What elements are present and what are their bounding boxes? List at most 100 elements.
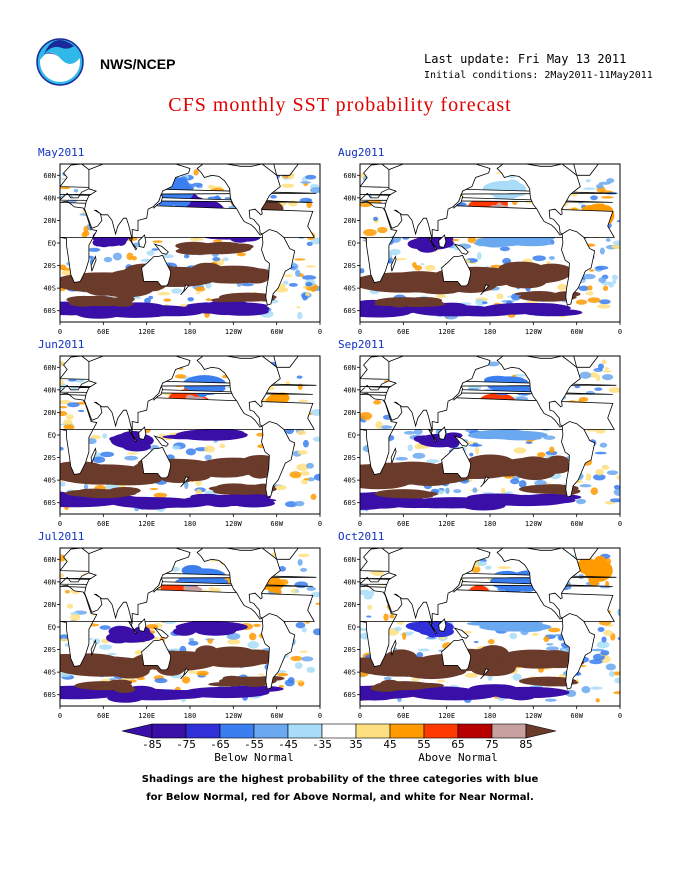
anomaly-speck xyxy=(133,296,142,300)
anomaly-speck xyxy=(414,444,422,450)
anomaly-region xyxy=(466,621,518,627)
anomaly-region xyxy=(360,501,389,510)
anomaly-speck xyxy=(258,673,265,676)
anomaly-speck xyxy=(545,450,558,456)
lat-tick-label: 20N xyxy=(343,601,356,609)
anomaly-speck xyxy=(195,292,201,295)
anomaly-region xyxy=(97,239,111,248)
sst-map: 60N 40N 20N EQ 20S 40S 60S 0 60E 120E 180 120W 60W 0 xyxy=(343,355,622,528)
anomaly-speck xyxy=(598,299,611,305)
lon-tick-label: 120W xyxy=(225,328,243,336)
land-outline xyxy=(441,446,471,479)
lon-tick-label: 0 xyxy=(358,328,362,336)
anomaly-speck xyxy=(191,182,203,187)
anomaly-speck xyxy=(161,254,175,259)
above-normal-label: Above Normal xyxy=(418,751,497,764)
anomaly-speck xyxy=(616,220,620,223)
anomaly-speck xyxy=(300,567,308,572)
land-outline xyxy=(453,577,464,593)
anomaly-speck xyxy=(315,602,320,605)
anomaly-speck xyxy=(60,573,65,578)
lon-tick-label: 60W xyxy=(270,328,283,336)
anomaly-speck xyxy=(375,421,383,429)
anomaly-speck xyxy=(112,252,123,261)
anomaly-speck xyxy=(60,379,64,386)
lon-tick-label: 120E xyxy=(438,712,455,720)
anomaly-speck xyxy=(510,478,520,485)
land-outline xyxy=(84,164,191,240)
anomaly-speck xyxy=(373,400,382,405)
anomaly-speck xyxy=(83,230,90,236)
lat-tick-label: 60N xyxy=(43,364,56,372)
anomaly-speck xyxy=(596,304,611,309)
lat-tick-label: 20S xyxy=(343,262,356,270)
lat-tick-label: 20N xyxy=(343,409,356,417)
land-outline xyxy=(138,426,147,440)
anomaly-speck xyxy=(168,432,177,436)
lat-tick-label: 60S xyxy=(43,691,56,699)
anomaly-speck xyxy=(525,300,538,304)
anomaly-speck xyxy=(126,252,134,261)
anomaly-speck xyxy=(426,459,440,464)
panel-month-label: Sep2011 xyxy=(338,338,385,351)
anomaly-region xyxy=(511,240,553,247)
anomaly-speck xyxy=(575,498,587,505)
anomaly-speck xyxy=(60,672,72,678)
land-outline xyxy=(480,476,490,488)
anomaly-speck xyxy=(288,282,298,287)
anomaly-speck xyxy=(154,678,168,684)
lon-tick-label: 120E xyxy=(138,712,155,720)
anomaly-speck xyxy=(194,286,206,292)
anomaly-speck xyxy=(445,487,450,494)
colorbar-swatch xyxy=(423,723,459,739)
anomaly-speck xyxy=(437,679,446,683)
anomaly-speck xyxy=(207,638,213,644)
anomaly-speck xyxy=(278,684,284,688)
anomaly-speck xyxy=(299,650,308,653)
anomaly-region xyxy=(506,265,552,279)
lon-tick-label: 0 xyxy=(58,712,62,720)
panel-month-label: Jul2011 xyxy=(38,530,85,543)
anomaly-speck xyxy=(597,627,605,632)
anomaly-region xyxy=(536,678,566,685)
lon-tick-label: 180 xyxy=(184,328,197,336)
lat-tick-label: 20S xyxy=(43,646,56,654)
anomaly-speck xyxy=(467,236,477,244)
anomaly-region xyxy=(108,625,134,638)
lat-tick-label: 20N xyxy=(43,217,56,225)
anomaly-speck xyxy=(476,561,487,567)
colorbar-swatch xyxy=(287,723,323,739)
colorbar-swatch xyxy=(321,723,357,739)
lat-tick-label: 60S xyxy=(43,307,56,315)
anomaly-speck xyxy=(227,638,241,645)
lat-tick-label: 20N xyxy=(343,217,356,225)
anomaly-speck xyxy=(60,410,68,417)
lat-tick-label: 60N xyxy=(343,172,356,180)
anomaly-speck xyxy=(297,553,310,558)
anomaly-speck xyxy=(613,240,620,246)
anomaly-region xyxy=(406,284,448,293)
anomaly-region xyxy=(514,465,556,481)
land-outline xyxy=(261,229,296,306)
anomaly-speck xyxy=(416,651,424,658)
anomaly-speck xyxy=(617,637,620,640)
lon-tick-label: 60W xyxy=(570,520,583,528)
sst-map: 60N 40N 20N EQ 20S 40S 60S 0 60E 120E 180 120W 60W 0 xyxy=(343,163,622,336)
anomaly-speck xyxy=(595,698,600,703)
anomaly-region xyxy=(181,564,204,576)
lon-tick-label: 0 xyxy=(358,520,362,528)
anomaly-speck xyxy=(593,368,601,372)
anomaly-speck xyxy=(413,428,423,435)
anomaly-speck xyxy=(587,285,593,291)
anomaly-speck xyxy=(172,445,181,450)
lon-tick-label: 180 xyxy=(184,712,197,720)
anomaly-region xyxy=(500,625,551,630)
anomaly-region xyxy=(175,247,218,255)
lat-tick-label: 40N xyxy=(43,578,56,586)
anomaly-speck xyxy=(102,433,108,439)
anomaly-region xyxy=(190,262,224,278)
lon-tick-label: 60W xyxy=(570,712,583,720)
lon-tick-label: 0 xyxy=(618,712,622,720)
lat-tick-label: 60S xyxy=(343,499,356,507)
anomaly-speck xyxy=(594,451,607,455)
